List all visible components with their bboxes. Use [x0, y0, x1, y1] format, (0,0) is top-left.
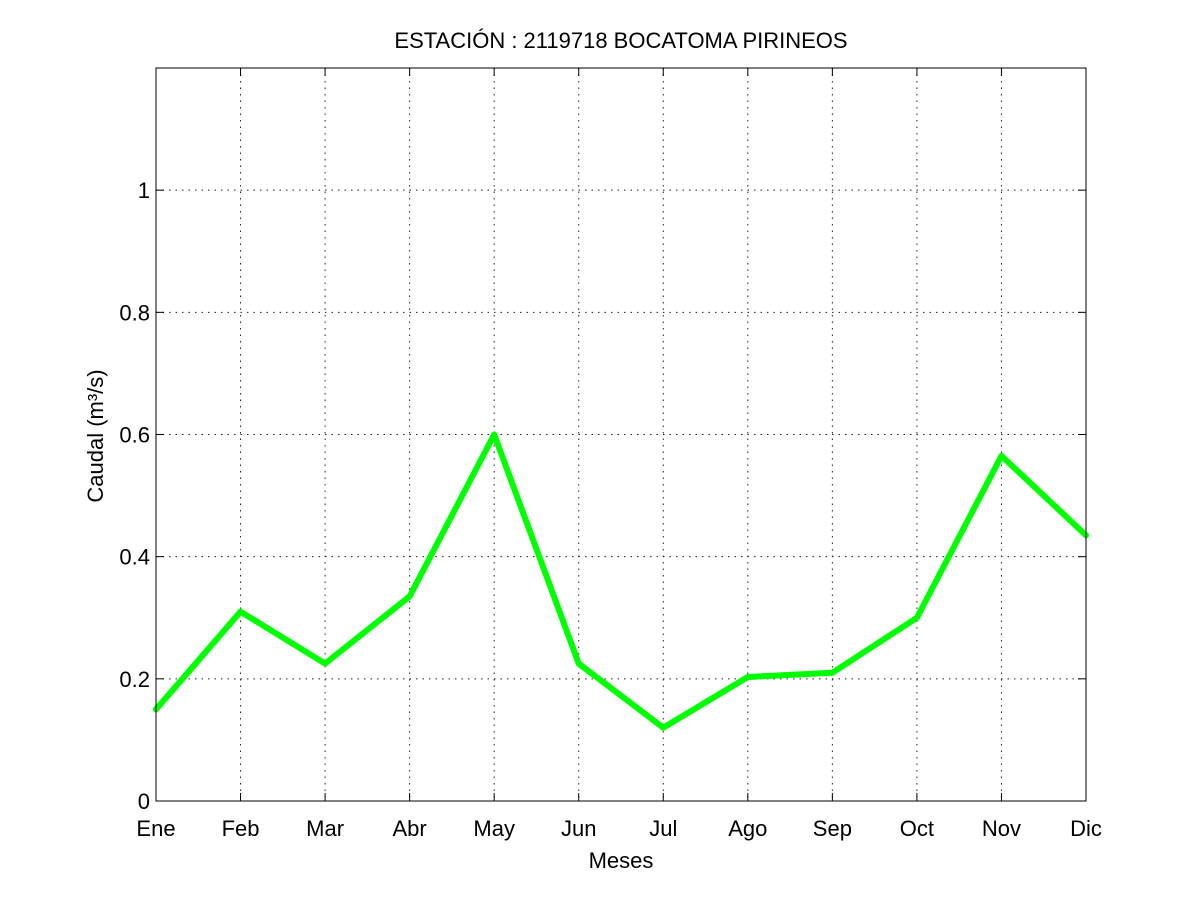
data-point-mar: [322, 660, 329, 667]
data-point-oct: [913, 614, 920, 621]
y-tick-label: 0.8: [119, 300, 150, 325]
y-tick-label: 0: [138, 789, 150, 814]
series-layer: [153, 431, 1089, 731]
y-tick-label: 1: [138, 178, 150, 203]
data-point-jul: [660, 724, 667, 731]
x-tick-label-jun: Jun: [561, 816, 596, 841]
x-tick-label-sep: Sep: [813, 816, 852, 841]
x-tick-label-dic: Dic: [1070, 816, 1102, 841]
x-tick-label-ene: Ene: [136, 816, 175, 841]
data-point-sep: [829, 669, 836, 676]
data-point-ago: [744, 674, 751, 681]
y-tick-label: 0.4: [119, 545, 150, 570]
x-tick-label-oct: Oct: [900, 816, 934, 841]
y-tick-label: 0.2: [119, 667, 150, 692]
grid-lines: [156, 68, 1086, 801]
chart-title: ESTACIÓN : 2119718 BOCATOMA PIRINEOS: [394, 28, 847, 53]
y-axis-label: Caudal (m³/s): [83, 369, 108, 502]
data-point-nov: [998, 452, 1005, 459]
y-tick-label: 0.6: [119, 423, 150, 448]
x-tick-labels: Ene Feb Mar Abr May Jun Jul Ago Sep Oct Nov Dic: [136, 816, 1101, 841]
x-tick-label-abr: Abr: [393, 816, 427, 841]
x-tick-label-may: May: [473, 816, 515, 841]
data-point-feb: [237, 608, 244, 615]
data-point-may: [491, 431, 498, 438]
data-point-abr: [406, 593, 413, 600]
data-point-jun: [575, 660, 582, 667]
x-tick-label-jul: Jul: [649, 816, 677, 841]
plot-frame: [155, 67, 1087, 802]
x-tick-label-mar: Mar: [306, 816, 344, 841]
x-tick-label-ago: Ago: [728, 816, 767, 841]
x-axis-label: Meses: [589, 848, 654, 873]
x-tick-label-feb: Feb: [222, 816, 260, 841]
y-tick-labels: 0 0.2 0.4 0.6 0.8 1: [119, 178, 150, 814]
tick-marks: [155, 68, 1087, 802]
series-line-0: [153, 431, 1089, 731]
x-tick-label-nov: Nov: [982, 816, 1021, 841]
